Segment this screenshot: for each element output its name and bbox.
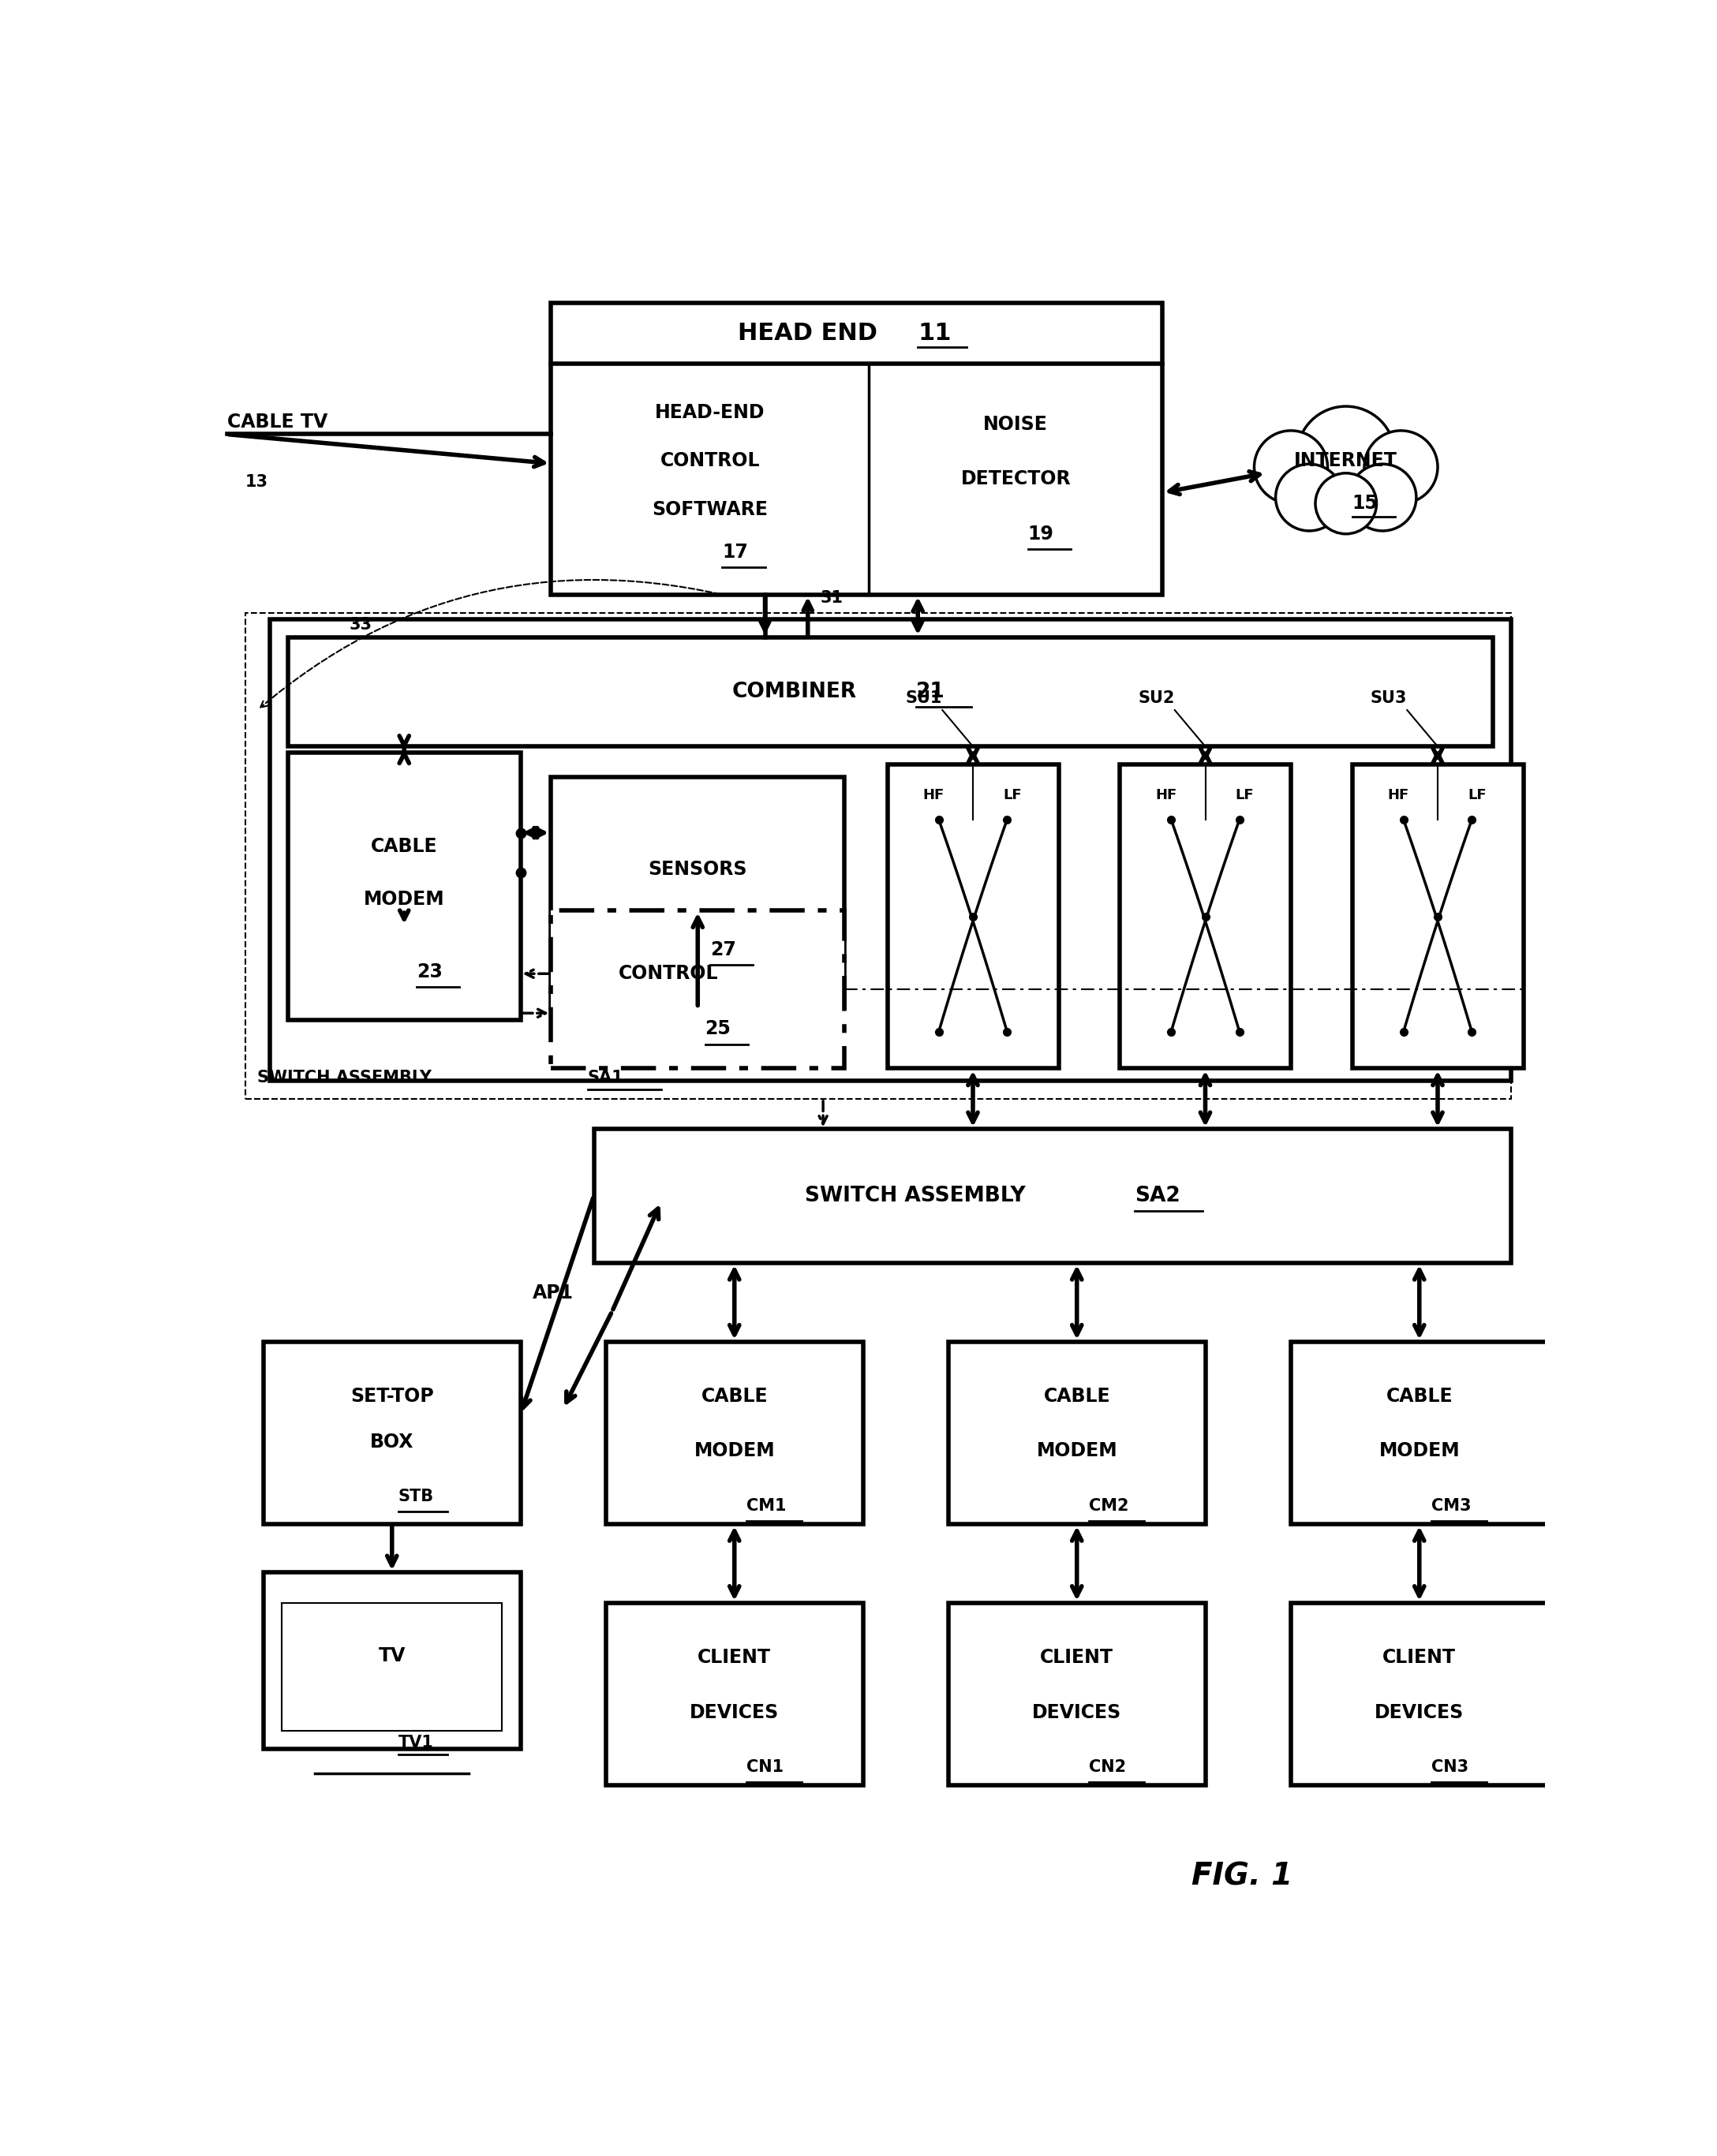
Text: CM2: CM2	[1089, 1498, 1130, 1514]
Bar	[606, 1341, 864, 1524]
Text: CONTROL: CONTROL	[659, 451, 761, 470]
Text: HF: HF	[1387, 787, 1410, 802]
Text: FIG. 1: FIG. 1	[1192, 1861, 1293, 1891]
Text: 25: 25	[706, 1020, 731, 1039]
Text: STB: STB	[398, 1490, 434, 1505]
Circle shape	[1296, 405, 1394, 505]
Bar	[1291, 1341, 1547, 1524]
Bar	[263, 1341, 520, 1524]
Text: LF: LF	[1468, 787, 1487, 802]
Bar	[1291, 1602, 1547, 1785]
Text: CLIENT: CLIENT	[1382, 1647, 1456, 1667]
Text: SA1: SA1	[587, 1069, 623, 1084]
Text: SA2: SA2	[1135, 1186, 1181, 1205]
Text: DEVICES: DEVICES	[1032, 1703, 1121, 1723]
Text: SWITCH ASSEMBLY: SWITCH ASSEMBLY	[258, 1069, 431, 1084]
Text: TV: TV	[378, 1647, 405, 1667]
Text: 17: 17	[723, 543, 749, 561]
Text: CN1: CN1	[747, 1759, 785, 1774]
Text: SU2: SU2	[1138, 690, 1174, 705]
Text: LF: LF	[1235, 787, 1253, 802]
Text: HF: HF	[922, 787, 944, 802]
Circle shape	[1315, 472, 1377, 535]
Text: INTERNET: INTERNET	[1295, 451, 1398, 470]
Text: CN2: CN2	[1089, 1759, 1126, 1774]
Text: 11: 11	[919, 321, 951, 345]
Bar	[888, 765, 1058, 1069]
Text: MODEM: MODEM	[1379, 1442, 1459, 1460]
Text: CONTROL: CONTROL	[618, 964, 718, 983]
Text: HEAD END: HEAD END	[738, 321, 877, 345]
Text: LF: LF	[1003, 787, 1022, 802]
Circle shape	[1276, 464, 1343, 530]
Bar	[246, 612, 1511, 1100]
Text: DEVICES: DEVICES	[690, 1703, 780, 1723]
Bar	[606, 1602, 864, 1785]
Text: 27: 27	[709, 940, 737, 959]
Text: NOISE: NOISE	[984, 416, 1047, 433]
Bar	[594, 1130, 1511, 1263]
Text: 21: 21	[917, 681, 946, 703]
Text: MODEM: MODEM	[1037, 1442, 1118, 1460]
Text: HEAD-END: HEAD-END	[654, 403, 766, 423]
Text: MODEM: MODEM	[694, 1442, 774, 1460]
Text: SOFTWARE: SOFTWARE	[652, 500, 767, 520]
Circle shape	[1350, 464, 1417, 530]
Text: 13: 13	[246, 474, 268, 489]
Text: CABLE: CABLE	[1044, 1386, 1111, 1406]
Text: 19: 19	[1028, 524, 1054, 543]
Circle shape	[1365, 431, 1437, 505]
Bar	[270, 619, 1511, 1080]
Text: COMBINER: COMBINER	[731, 681, 857, 703]
Circle shape	[1253, 431, 1327, 505]
Bar	[288, 752, 520, 1020]
Text: SET-TOP: SET-TOP	[350, 1386, 434, 1406]
Text: SENSORS: SENSORS	[649, 860, 747, 880]
Text: CLIENT: CLIENT	[697, 1647, 771, 1667]
Text: SU3: SU3	[1370, 690, 1406, 705]
Text: DEVICES: DEVICES	[1375, 1703, 1465, 1723]
Text: CN3: CN3	[1432, 1759, 1468, 1774]
Text: AP1: AP1	[532, 1283, 573, 1302]
Text: BOX: BOX	[371, 1432, 414, 1451]
Text: TV1: TV1	[398, 1736, 433, 1751]
Bar	[551, 910, 845, 1069]
Bar	[1119, 765, 1291, 1069]
Text: DETECTOR: DETECTOR	[960, 470, 1071, 489]
Text: CABLE TV: CABLE TV	[227, 412, 328, 431]
Text: SWITCH ASSEMBLY: SWITCH ASSEMBLY	[805, 1186, 1025, 1205]
Text: 15: 15	[1351, 494, 1379, 513]
Bar	[263, 1572, 520, 1749]
Text: CM3: CM3	[1432, 1498, 1471, 1514]
Bar	[948, 1341, 1205, 1524]
Bar	[288, 638, 1492, 746]
Text: CM1: CM1	[747, 1498, 786, 1514]
Text: CABLE: CABLE	[1386, 1386, 1453, 1406]
Text: CLIENT: CLIENT	[1041, 1647, 1114, 1667]
Bar	[948, 1602, 1205, 1785]
Text: 31: 31	[821, 591, 843, 606]
Text: MODEM: MODEM	[364, 890, 445, 910]
Text: CABLE: CABLE	[701, 1386, 767, 1406]
Text: CABLE: CABLE	[371, 837, 438, 856]
Text: SU1: SU1	[905, 690, 943, 705]
Bar	[282, 1602, 501, 1731]
Bar	[551, 776, 845, 1007]
Bar	[551, 304, 1162, 595]
Text: 33: 33	[349, 617, 373, 634]
Text: HF: HF	[1156, 787, 1176, 802]
Bar	[1351, 765, 1523, 1069]
Text: 23: 23	[417, 962, 443, 981]
